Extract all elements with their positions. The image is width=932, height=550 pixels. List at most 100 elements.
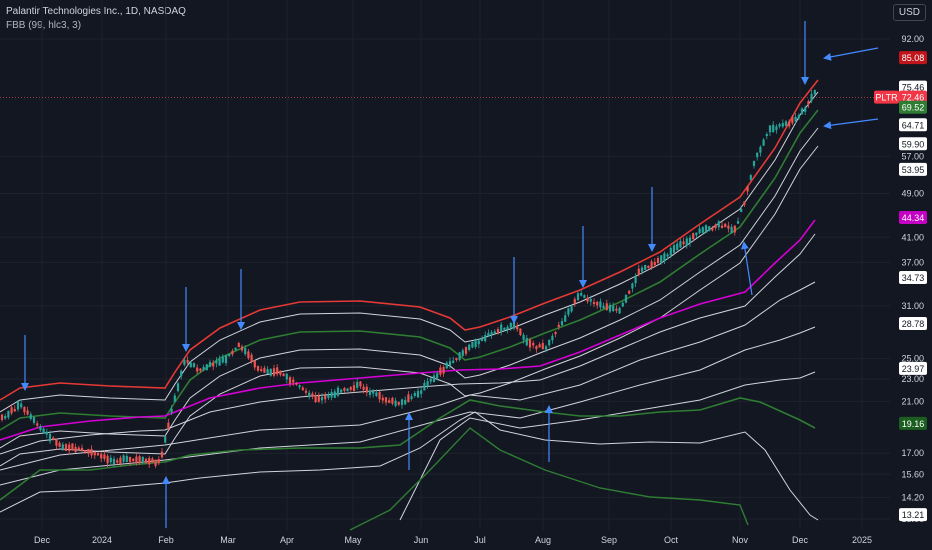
candle-body bbox=[756, 152, 759, 158]
candle-body bbox=[141, 456, 144, 463]
candle-body bbox=[103, 454, 106, 459]
annotation-arrows bbox=[21, 21, 879, 528]
time-axis[interactable]: Dec 2024 Feb Mar Apr May Jun Jul Aug Sep Oct Nov Dec… bbox=[34, 535, 872, 545]
price-label-box bbox=[899, 51, 927, 65]
candle-body bbox=[797, 115, 800, 119]
price-label-box bbox=[899, 317, 927, 331]
candle-body bbox=[768, 125, 772, 133]
candle-body bbox=[231, 350, 234, 355]
candle-body bbox=[464, 347, 468, 354]
candle-body bbox=[461, 350, 464, 356]
price-label: 23.97 bbox=[899, 361, 927, 375]
candle-body bbox=[352, 385, 356, 391]
candle-body bbox=[314, 395, 317, 403]
candle-body bbox=[365, 386, 368, 393]
candle-body bbox=[330, 392, 333, 398]
candle-body bbox=[701, 227, 704, 233]
price-tick-label: 49.00 bbox=[901, 189, 924, 199]
price-label-text: 23.97 bbox=[902, 364, 925, 374]
candle-body bbox=[164, 435, 167, 443]
candle-body bbox=[10, 407, 13, 414]
price-label-text: 72.46 bbox=[902, 93, 925, 103]
candle-body bbox=[368, 390, 372, 395]
price-label-box bbox=[899, 90, 927, 104]
price-label-box bbox=[899, 270, 927, 284]
candle-body bbox=[442, 366, 445, 374]
candle-body bbox=[650, 261, 653, 268]
candle-body bbox=[596, 301, 599, 306]
candle-body bbox=[656, 258, 660, 264]
candle-body bbox=[71, 443, 74, 451]
candle-body bbox=[410, 396, 413, 400]
candle-body bbox=[570, 306, 573, 312]
candle-body bbox=[618, 307, 621, 314]
upper-band-green bbox=[0, 109, 819, 431]
candle-body bbox=[426, 381, 429, 387]
candle-body bbox=[810, 93, 813, 101]
candle-body bbox=[685, 238, 688, 245]
candle-body bbox=[183, 359, 186, 365]
candle-body bbox=[794, 116, 797, 122]
currency-button[interactable]: USD bbox=[892, 4, 926, 21]
lower-band-3 bbox=[0, 326, 816, 486]
candle-body bbox=[778, 124, 781, 127]
candle-body bbox=[775, 126, 778, 131]
candle-body bbox=[192, 363, 196, 368]
candle-body bbox=[333, 391, 336, 398]
candle-body bbox=[336, 387, 340, 396]
candle-body bbox=[804, 107, 807, 112]
candle-body bbox=[788, 121, 791, 127]
candle-body bbox=[541, 343, 544, 350]
price-label-text: 69.52 bbox=[902, 103, 925, 113]
candle-body bbox=[525, 337, 528, 346]
time-tick-label: Dec bbox=[34, 535, 51, 545]
candle-body bbox=[484, 335, 487, 342]
price-label-text: 85.08 bbox=[902, 53, 925, 63]
candle-body bbox=[132, 458, 135, 461]
candle-body bbox=[503, 327, 506, 330]
candle-body bbox=[576, 293, 580, 301]
candle-body bbox=[247, 351, 250, 359]
indicator-label[interactable]: FBB (99, hlc3, 3) bbox=[6, 20, 82, 31]
candle-body bbox=[260, 368, 263, 371]
candle-body bbox=[298, 385, 301, 388]
candle-body bbox=[733, 225, 736, 233]
candle-body bbox=[698, 228, 701, 234]
price-label-text: 28.78 bbox=[902, 319, 925, 329]
candle-body bbox=[528, 339, 532, 348]
candle-body bbox=[400, 399, 404, 405]
time-tick-label: Aug bbox=[535, 535, 551, 545]
candle-body bbox=[682, 241, 685, 245]
candle-body bbox=[724, 223, 727, 227]
candle-body bbox=[32, 417, 36, 423]
price-label: 44.34 bbox=[899, 211, 927, 225]
candle-body bbox=[772, 124, 775, 133]
candle-body bbox=[304, 390, 308, 393]
candle-body bbox=[548, 339, 551, 346]
candle-body bbox=[148, 457, 151, 465]
price-label: 85.08 bbox=[899, 51, 927, 65]
candle-body bbox=[509, 322, 512, 328]
candle-body bbox=[455, 357, 458, 360]
candle-body bbox=[173, 395, 176, 402]
price-label-text: 44.34 bbox=[902, 213, 925, 223]
candle-body bbox=[452, 360, 455, 363]
candle-body bbox=[29, 414, 32, 420]
candle-body bbox=[45, 431, 48, 435]
candle-body bbox=[276, 367, 279, 375]
price-label: 19.16 bbox=[899, 416, 927, 430]
ticker-badge-text: PLTR bbox=[875, 93, 898, 103]
lower-band-4 bbox=[399, 371, 816, 521]
candle-body bbox=[580, 292, 583, 296]
basis-line bbox=[0, 219, 816, 441]
candle-body bbox=[704, 225, 708, 233]
candle-body bbox=[311, 393, 314, 397]
candle-body bbox=[429, 378, 432, 382]
candle-body bbox=[746, 186, 749, 192]
annotation-arrow bbox=[740, 241, 753, 296]
candle-body bbox=[752, 160, 756, 166]
price-label-box bbox=[899, 361, 927, 375]
price-tick-label: 21.00 bbox=[901, 396, 924, 406]
candle-body bbox=[52, 437, 55, 440]
